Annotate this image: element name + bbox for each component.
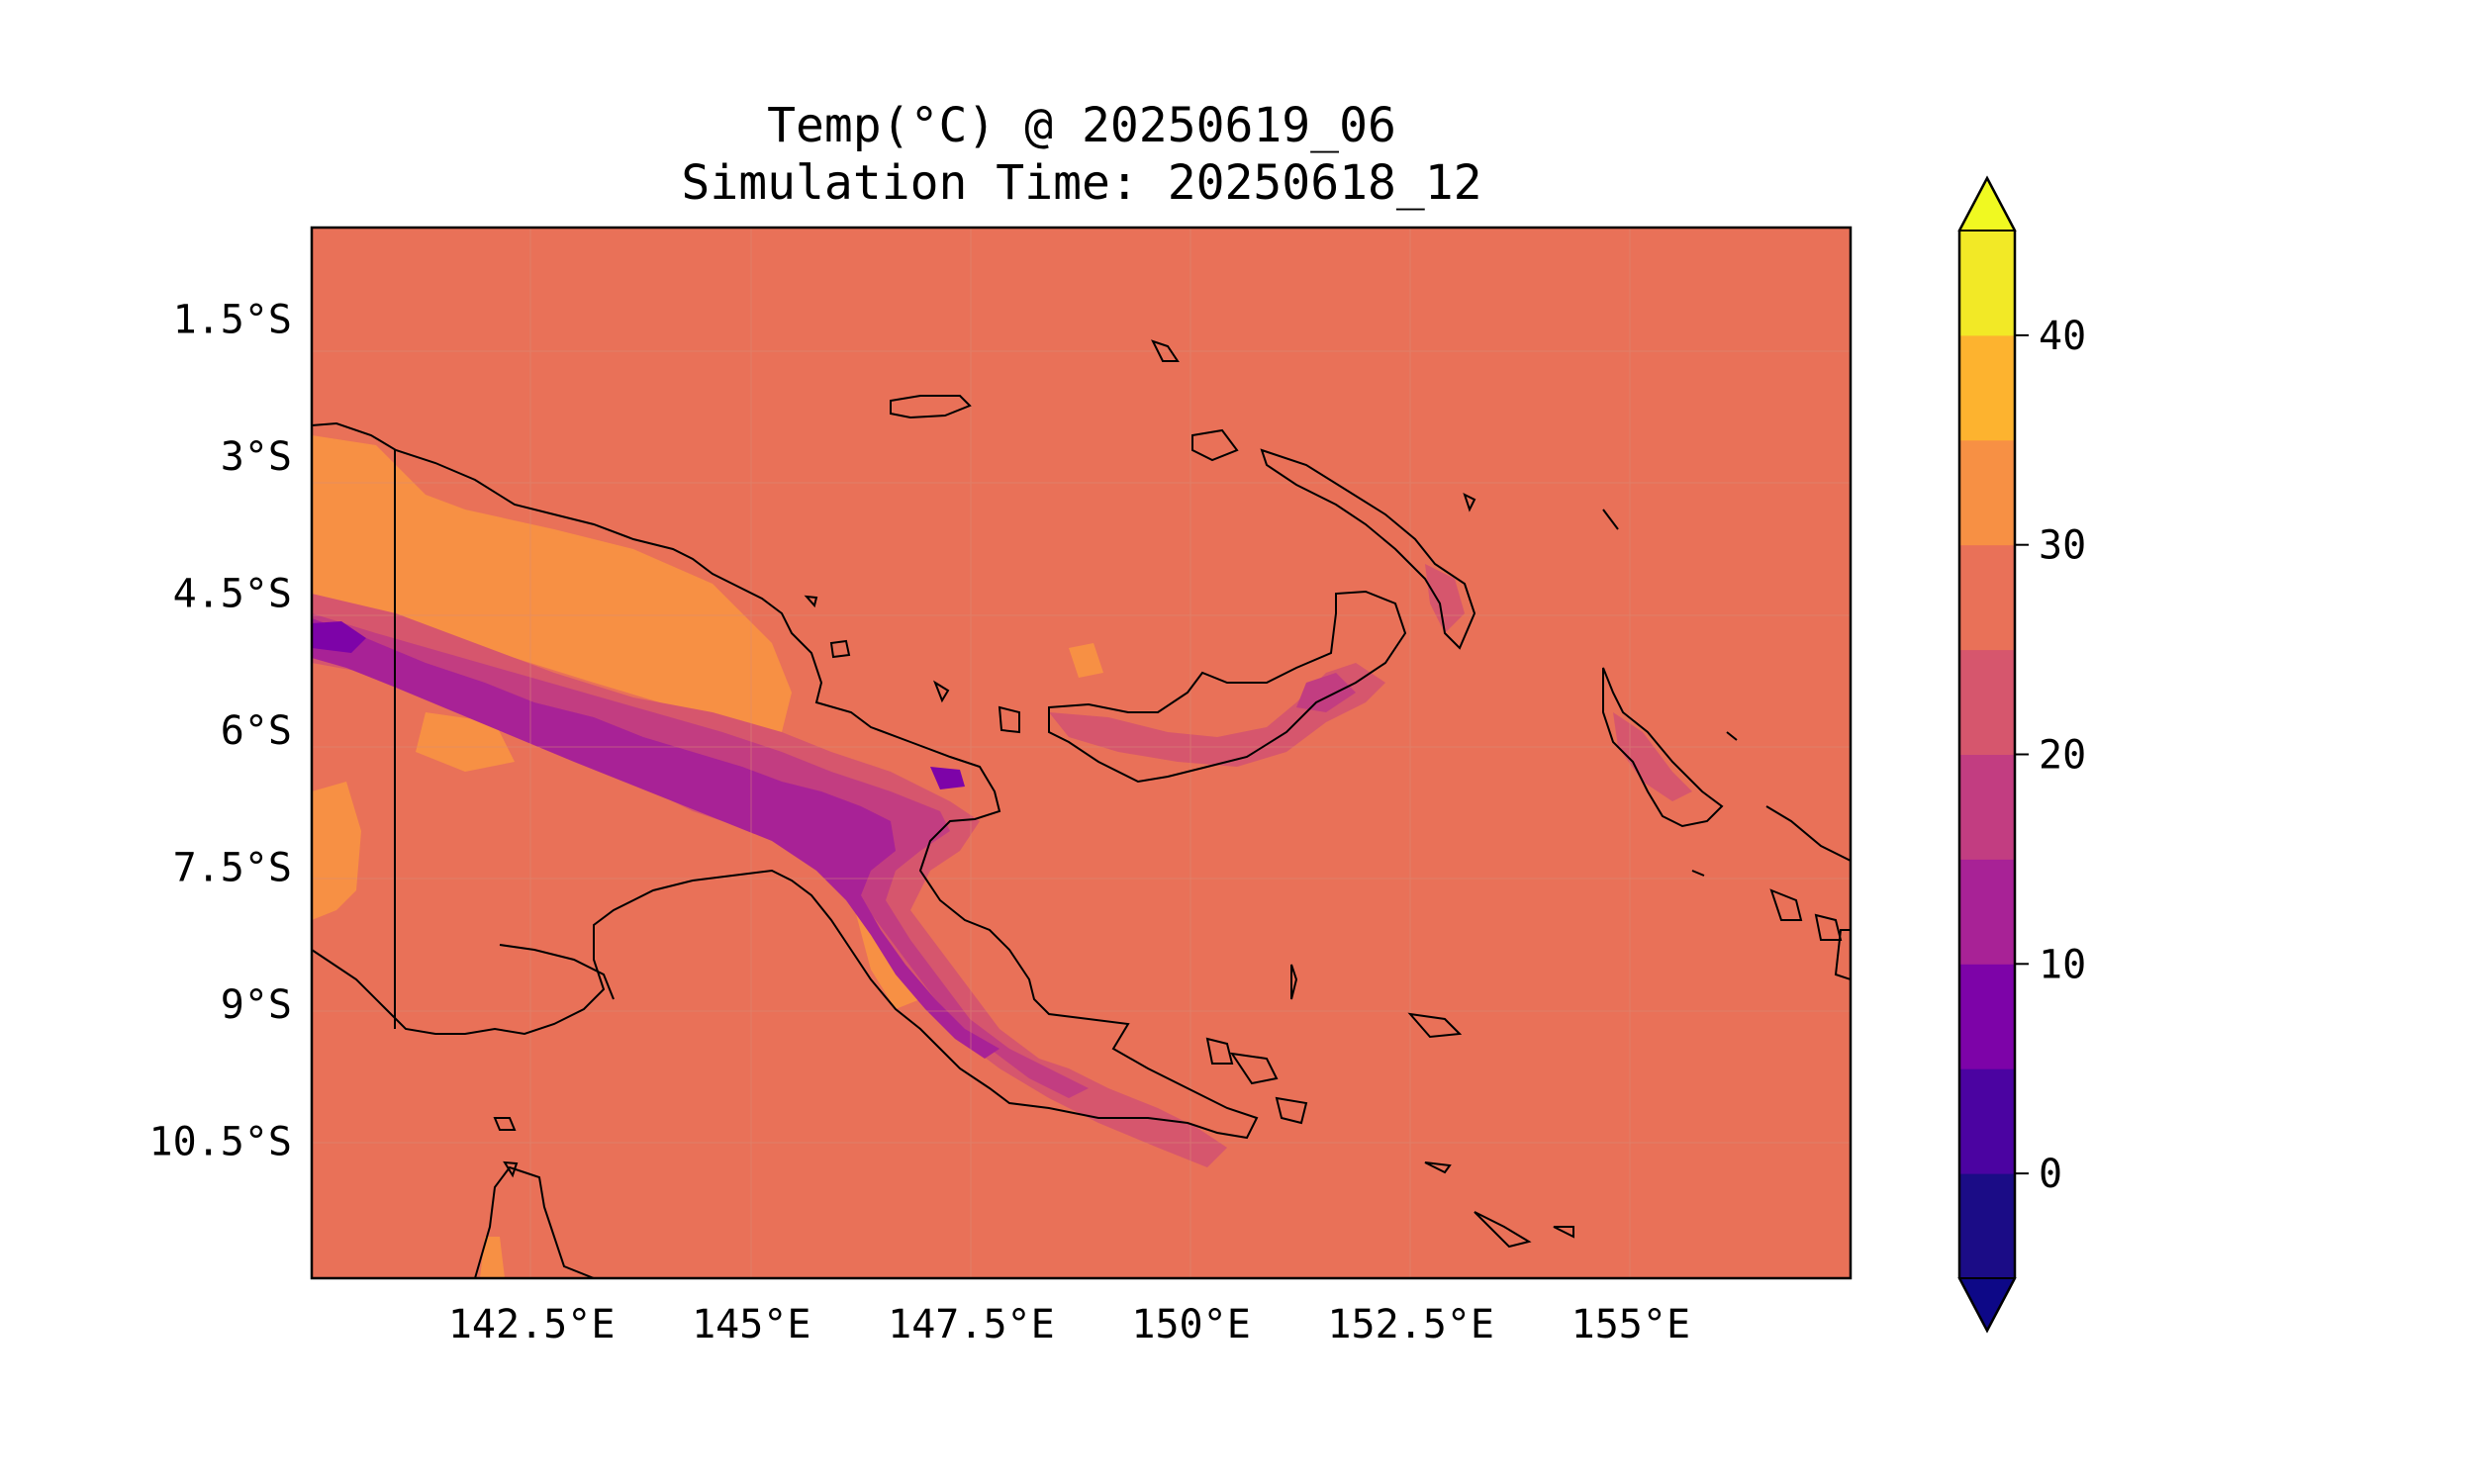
coastline-new-guinea	[312, 421, 1259, 1140]
contour-30-35-south	[480, 1237, 505, 1278]
lon-tick-label: 145°E	[692, 1302, 810, 1347]
coastline-misc-islands	[1463, 493, 1738, 877]
coastline-guadalcanal	[1769, 888, 1851, 981]
map-background-field	[312, 228, 1851, 1278]
coastline-island-small-2	[1151, 339, 1180, 362]
gridlines	[312, 228, 1851, 1278]
plot-subtitle: Simulation Time: 20250618_12	[681, 155, 1481, 211]
lat-tick-label: 3°S	[221, 434, 292, 480]
colorbar-segment	[1959, 859, 2015, 965]
coastline-karkar-islands	[804, 595, 1020, 734]
coastline-new-ireland	[1260, 448, 1476, 650]
contour-10-15-highlands	[312, 618, 999, 1059]
coastline-island-small-1	[1191, 428, 1239, 462]
colorbar-tick-labels: 0 10 20 30 40	[2039, 314, 2086, 1197]
contour-30-35-island	[1069, 643, 1103, 678]
colorbar-extend-min	[1957, 1277, 2017, 1334]
colorbar-segment	[1959, 754, 2015, 860]
lon-tick-label: 150°E	[1131, 1302, 1250, 1347]
colorbar-tick-label: 30	[2039, 523, 2086, 569]
colorbar-segment	[1959, 334, 2015, 441]
colorbar-segments	[1959, 231, 2015, 1279]
colorbar-segment	[1959, 544, 2015, 651]
colorbar-segment	[1959, 439, 2015, 546]
map-panel	[310, 226, 1853, 1280]
map-frame	[310, 226, 1853, 1280]
lon-tick-label: 152.5°E	[1327, 1302, 1494, 1347]
colorbar-tick-label: 10	[2039, 942, 2086, 987]
coastline-trobriand	[1290, 964, 1463, 1039]
coastline-torres-islands	[493, 1117, 519, 1178]
coastline-new-britain	[1048, 590, 1407, 784]
colorbar-tick-label: 40	[2039, 314, 2086, 359]
lat-tick-label: 1.5°S	[173, 297, 292, 342]
coastlines	[312, 339, 1851, 1278]
coastline-cape-york	[474, 1165, 595, 1278]
colorbar-segment	[1959, 231, 2015, 336]
colorbar-ticks	[2015, 333, 2029, 1175]
contour-30-35-midwest	[416, 712, 515, 772]
contour-30-35-west	[312, 782, 361, 920]
colorbar-tick-label: 0	[2039, 1152, 2062, 1197]
colorbar-segment	[1959, 1173, 2015, 1279]
plot-title: Temp(°C) @ 20250619_06	[767, 98, 1396, 153]
lon-tick-label: 147.5°E	[888, 1302, 1055, 1347]
contour-30-35-northwest	[312, 435, 792, 732]
lat-tick-label: 7.5°S	[173, 845, 292, 890]
colorbar-segment	[1959, 649, 2015, 755]
coastline-gulf-papua	[499, 944, 615, 1000]
colorbar-extend-max	[1957, 175, 2017, 232]
colorbar-segment	[1959, 1068, 2015, 1174]
lat-tick-label: 9°S	[221, 982, 292, 1028]
contour-5-10-west	[312, 621, 366, 653]
lat-tick-label: 6°S	[221, 708, 292, 754]
temperature-field	[312, 435, 1692, 1278]
coastline-bougainville	[1602, 667, 1724, 828]
coastline-manus	[890, 395, 972, 419]
colorbar: 0 10 20 30 40	[1957, 175, 2086, 1334]
lon-tick-label: 142.5°E	[448, 1302, 616, 1347]
coastline-solomons	[1765, 805, 1851, 862]
lat-tick-label: 10.5°S	[149, 1119, 293, 1164]
contour-15-20-newbritain	[1296, 673, 1356, 712]
lon-axis: 142.5°E 145°E 147.5°E 150°E 152.5°E 155°…	[448, 1302, 1690, 1347]
lat-tick-label: 4.5°S	[173, 571, 292, 616]
coastline-dentrecasteaux	[1205, 1037, 1308, 1125]
lon-tick-label: 155°E	[1571, 1302, 1690, 1347]
contour-20-25-newbritain	[1049, 663, 1385, 767]
contour-5-10-east	[930, 767, 965, 789]
lat-axis: 1.5°S 3°S 4.5°S 6°S 7.5°S 9°S 10.5°S	[149, 297, 293, 1164]
coastline-louisiade	[1424, 1161, 1574, 1249]
colorbar-tick-label: 20	[2039, 733, 2086, 779]
colorbar-outline	[1957, 175, 2017, 1334]
colorbar-segment	[1959, 964, 2015, 1069]
contour-20-25-bougainville	[1613, 712, 1692, 801]
